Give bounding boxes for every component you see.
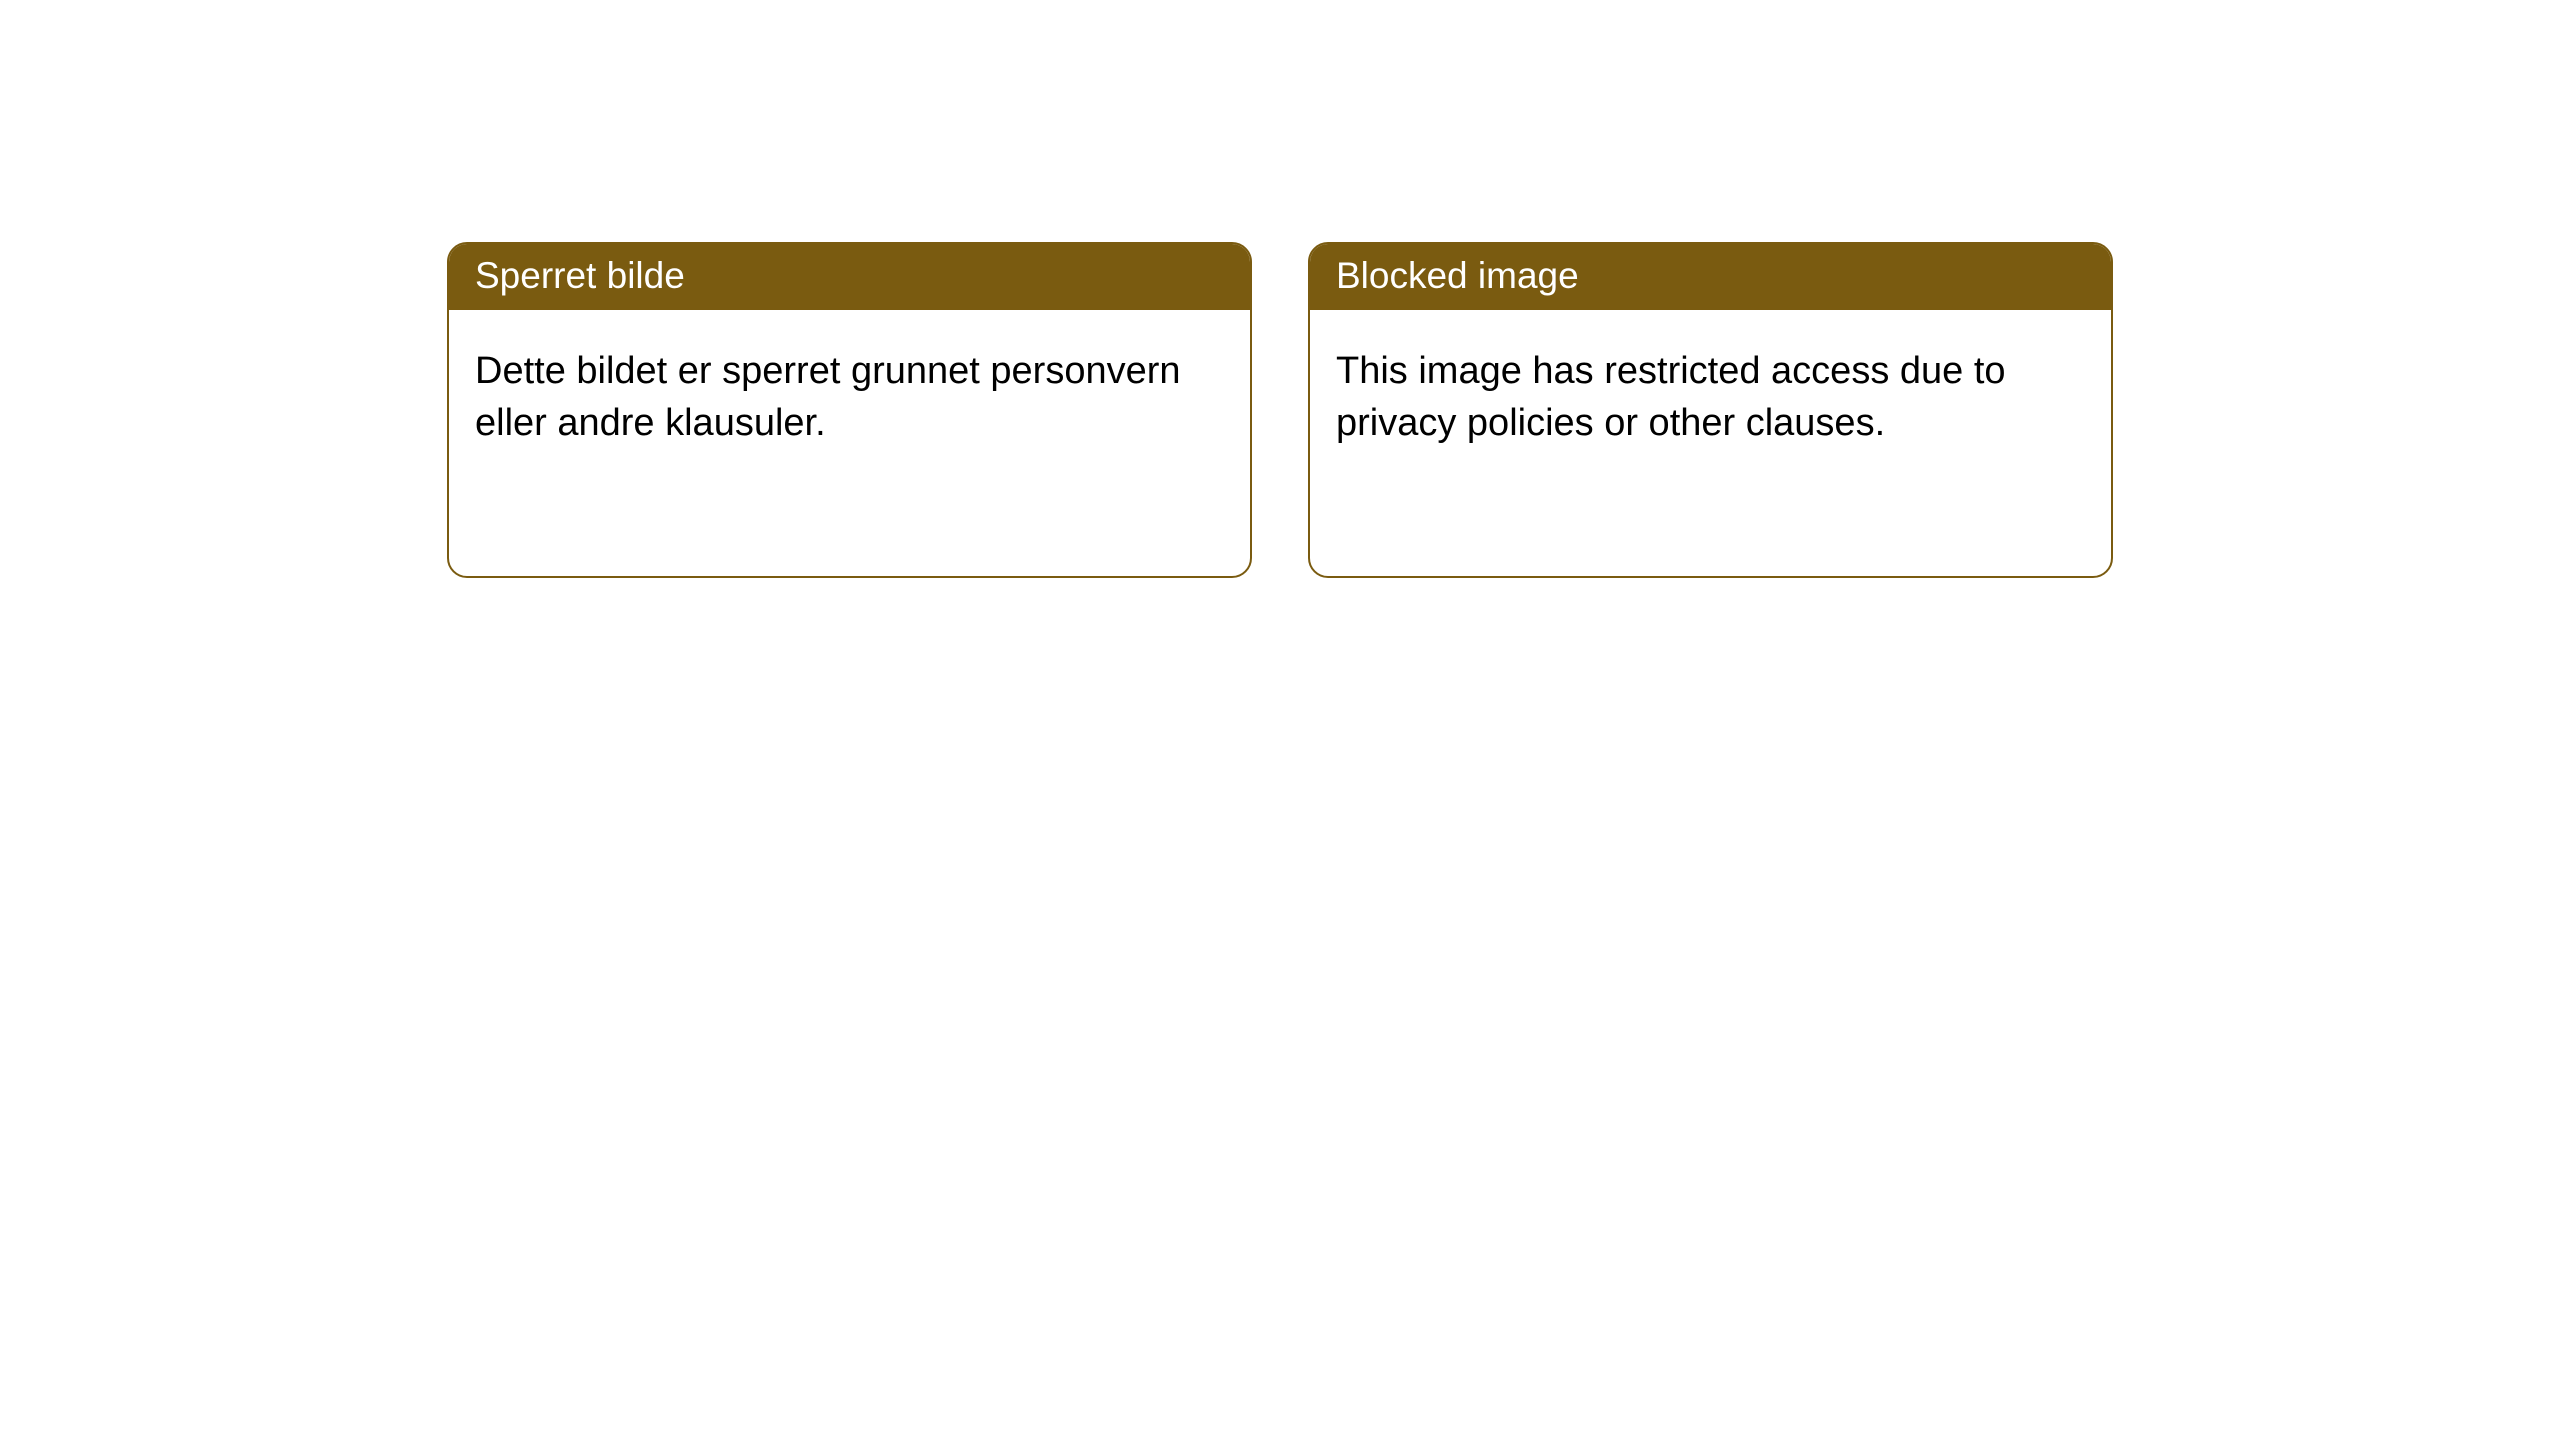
notice-card-norwegian: Sperret bilde Dette bildet er sperret gr… bbox=[447, 242, 1252, 578]
notice-card-body: This image has restricted access due to … bbox=[1310, 310, 2111, 449]
notice-card-title: Sperret bilde bbox=[449, 244, 1250, 310]
notice-cards-container: Sperret bilde Dette bildet er sperret gr… bbox=[0, 0, 2560, 578]
notice-card-title: Blocked image bbox=[1310, 244, 2111, 310]
notice-card-body: Dette bildet er sperret grunnet personve… bbox=[449, 310, 1250, 449]
notice-card-english: Blocked image This image has restricted … bbox=[1308, 242, 2113, 578]
